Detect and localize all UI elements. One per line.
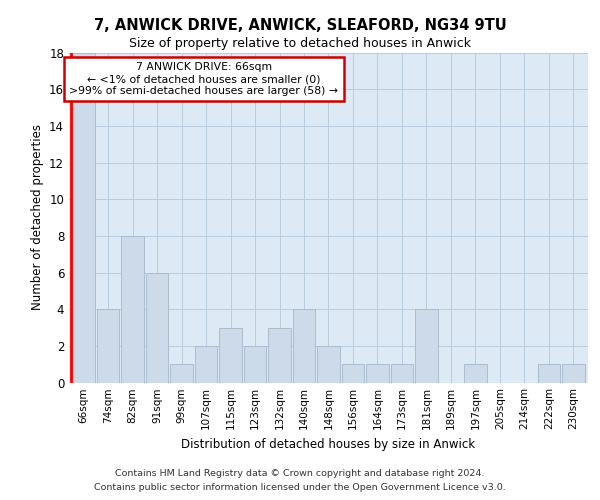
Bar <box>342 364 364 382</box>
Text: Contains HM Land Registry data © Crown copyright and database right 2024.: Contains HM Land Registry data © Crown c… <box>115 468 485 477</box>
Text: 7 ANWICK DRIVE: 66sqm
← <1% of detached houses are smaller (0)
>99% of semi-deta: 7 ANWICK DRIVE: 66sqm ← <1% of detached … <box>70 62 338 96</box>
Bar <box>293 309 315 382</box>
Bar <box>415 309 437 382</box>
Bar <box>220 328 242 382</box>
Bar <box>391 364 413 382</box>
Text: Contains public sector information licensed under the Open Government Licence v3: Contains public sector information licen… <box>94 484 506 492</box>
Bar <box>195 346 217 383</box>
Text: 7, ANWICK DRIVE, ANWICK, SLEAFORD, NG34 9TU: 7, ANWICK DRIVE, ANWICK, SLEAFORD, NG34 … <box>94 18 506 32</box>
X-axis label: Distribution of detached houses by size in Anwick: Distribution of detached houses by size … <box>181 438 476 451</box>
Bar <box>97 309 119 382</box>
Bar <box>121 236 144 382</box>
Bar <box>244 346 266 383</box>
Bar <box>170 364 193 382</box>
Bar <box>317 346 340 383</box>
Bar <box>146 272 169 382</box>
Bar <box>464 364 487 382</box>
Bar <box>562 364 584 382</box>
Text: Size of property relative to detached houses in Anwick: Size of property relative to detached ho… <box>129 38 471 51</box>
Bar <box>538 364 560 382</box>
Bar <box>268 328 291 382</box>
Bar <box>366 364 389 382</box>
Bar <box>73 52 95 382</box>
Y-axis label: Number of detached properties: Number of detached properties <box>31 124 44 310</box>
